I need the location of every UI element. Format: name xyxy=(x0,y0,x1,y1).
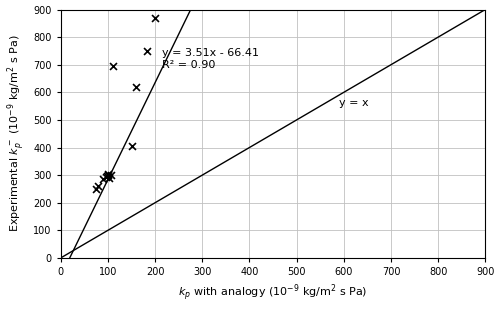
Point xyxy=(132,84,140,89)
Point xyxy=(94,183,102,188)
Text: y = 3.51x - 66.41
R² = 0.90: y = 3.51x - 66.41 R² = 0.90 xyxy=(162,48,259,70)
Point xyxy=(106,176,114,180)
Point xyxy=(104,171,112,176)
Point xyxy=(104,173,112,178)
Point xyxy=(108,64,116,69)
Y-axis label: Experimental $k_p^-$ ($10^{-9}$ kg/m$^2$ s Pa): Experimental $k_p^-$ ($10^{-9}$ kg/m$^2$… xyxy=(6,35,28,232)
X-axis label: $k_p$ with analogy ($10^{-9}$ kg/m$^2$ s Pa): $k_p$ with analogy ($10^{-9}$ kg/m$^2$ s… xyxy=(178,282,368,303)
Point xyxy=(142,49,150,53)
Point xyxy=(151,15,159,20)
Point xyxy=(100,177,108,182)
Point xyxy=(103,173,111,178)
Point xyxy=(92,186,100,191)
Point xyxy=(128,144,136,149)
Point xyxy=(102,175,110,180)
Point xyxy=(108,173,116,178)
Text: y = x: y = x xyxy=(339,98,368,108)
